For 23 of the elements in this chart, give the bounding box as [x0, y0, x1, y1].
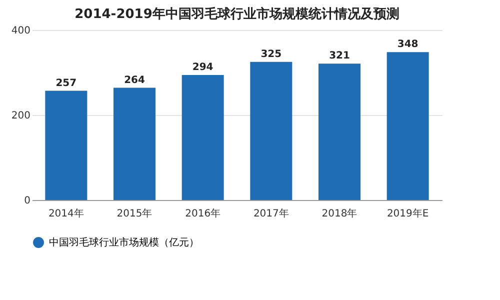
data-label: 264: [124, 74, 145, 86]
data-label: 348: [397, 39, 418, 50]
y-tick-label: 400: [11, 26, 30, 36]
data-label: 294: [192, 62, 214, 74]
x-tick-label: 2016年: [185, 208, 221, 220]
data-label: 325: [260, 48, 282, 60]
x-tick-label: 2019年E: [386, 208, 429, 220]
legend-label: 中国羽毛球行业市场规模（亿元）: [49, 236, 199, 248]
bar: [318, 64, 360, 200]
x-tick-label: 2015年: [116, 208, 152, 220]
y-tick-label: 0: [24, 196, 30, 206]
bar: [386, 52, 429, 200]
x-tick-label: 2017年: [253, 208, 289, 220]
y-tick-label: 200: [11, 110, 30, 122]
bar: [182, 75, 224, 200]
data-label: 321: [329, 50, 350, 62]
bar: [45, 90, 88, 200]
x-tick-label: 2014年: [48, 208, 84, 220]
x-tick-label: 2018年: [322, 208, 358, 220]
data-label: 257: [56, 78, 77, 89]
bar: [250, 62, 292, 200]
bar: [114, 88, 156, 200]
chart-title: 2014-2019年中国羽毛球行业市场规模统计情况及预测: [74, 6, 400, 22]
